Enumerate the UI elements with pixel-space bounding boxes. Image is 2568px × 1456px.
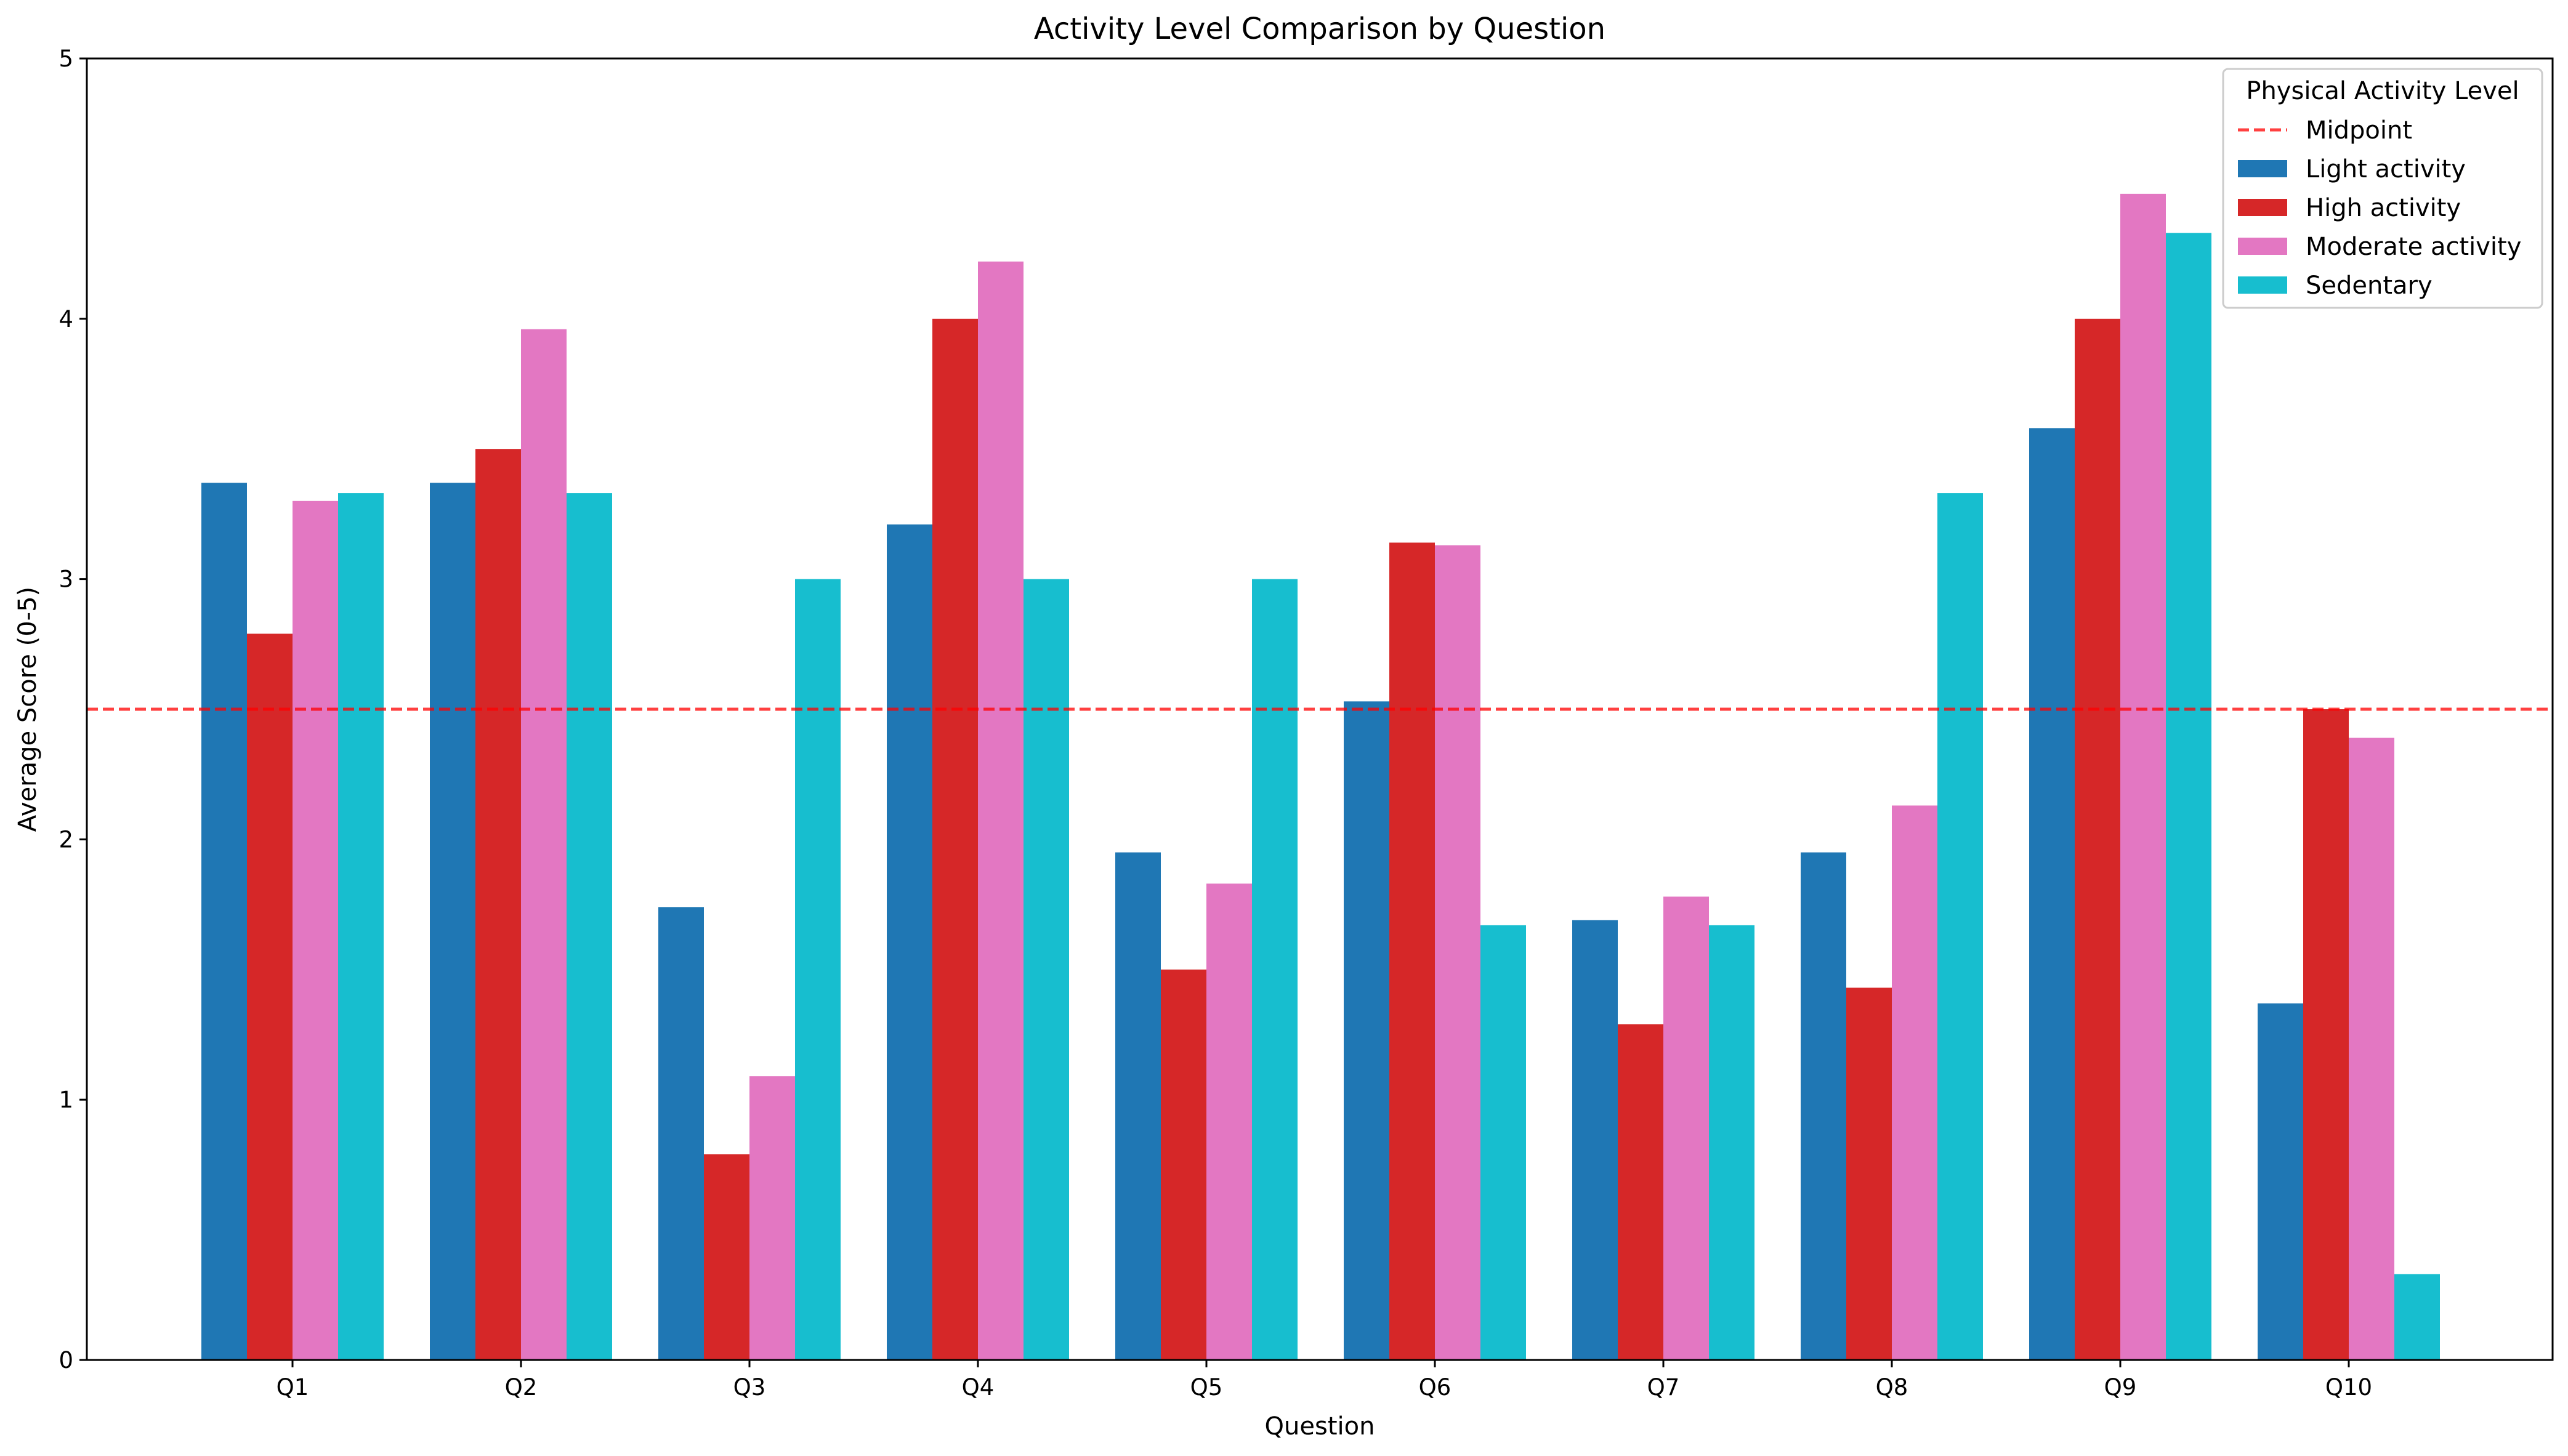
bar-light-activity-q4 bbox=[887, 524, 932, 1360]
bar-sedentary-q4 bbox=[1024, 579, 1069, 1360]
bar-moderate-activity-q10 bbox=[2349, 738, 2394, 1360]
legend-label-light-activity: Light activity bbox=[2306, 155, 2466, 183]
bar-light-activity-q9 bbox=[2029, 428, 2075, 1360]
y-tick-label: 2 bbox=[59, 826, 73, 853]
x-tick-label-q4: Q4 bbox=[962, 1374, 995, 1401]
bar-high-activity-q3 bbox=[704, 1154, 749, 1360]
bar-high-activity-q4 bbox=[932, 318, 978, 1360]
bar-high-activity-q8 bbox=[1846, 987, 1892, 1360]
y-tick-label: 4 bbox=[59, 306, 73, 332]
x-axis: Q1 Q2 Q3 Q4 Q5 Q6 Q7 Q8 Q9 Q10 bbox=[277, 1360, 2372, 1401]
bars-layer bbox=[201, 193, 2440, 1361]
bar-high-activity-q7 bbox=[1618, 1024, 1663, 1360]
bar-light-activity-q8 bbox=[1801, 852, 1846, 1360]
bar-moderate-activity-q1 bbox=[293, 501, 338, 1360]
bar-light-activity-q2 bbox=[430, 483, 475, 1360]
y-tick-label: 5 bbox=[59, 46, 73, 72]
y-tick-label: 0 bbox=[59, 1347, 73, 1374]
bar-sedentary-q10 bbox=[2394, 1274, 2440, 1360]
y-axis: 0 1 2 3 4 5 bbox=[59, 46, 87, 1374]
bar-sedentary-q9 bbox=[2166, 233, 2211, 1360]
bar-moderate-activity-q9 bbox=[2120, 193, 2166, 1361]
bar-light-activity-q1 bbox=[201, 483, 247, 1360]
bar-sedentary-q6 bbox=[1480, 925, 1526, 1360]
bar-sedentary-q2 bbox=[567, 493, 612, 1361]
bar-moderate-activity-q4 bbox=[978, 261, 1024, 1361]
x-tick-label-q10: Q10 bbox=[2325, 1374, 2372, 1401]
x-tick-label-q7: Q7 bbox=[1647, 1374, 1680, 1401]
legend-label-moderate-activity: Moderate activity bbox=[2306, 233, 2521, 261]
bar-high-activity-q6 bbox=[1389, 542, 1435, 1361]
bar-high-activity-q1 bbox=[247, 633, 293, 1360]
legend-label-midpoint: Midpoint bbox=[2306, 116, 2412, 145]
x-tick-label-q2: Q2 bbox=[505, 1374, 538, 1401]
bar-sedentary-q1 bbox=[338, 493, 384, 1361]
chart-title: Activity Level Comparison by Question bbox=[1034, 12, 1605, 46]
x-axis-label: Question bbox=[1265, 1412, 1375, 1441]
bar-moderate-activity-q7 bbox=[1663, 896, 1709, 1360]
bar-high-activity-q10 bbox=[2303, 709, 2349, 1360]
bar-moderate-activity-q6 bbox=[1435, 545, 1480, 1360]
bar-light-activity-q10 bbox=[2258, 1003, 2303, 1360]
bar-light-activity-q5 bbox=[1115, 852, 1161, 1360]
bar-light-activity-q6 bbox=[1344, 701, 1389, 1360]
legend: Physical Activity Level Midpoint Light act… bbox=[2222, 68, 2543, 309]
y-tick-label: 3 bbox=[59, 566, 73, 593]
bar-light-activity-q3 bbox=[658, 907, 704, 1360]
x-tick-label-q8: Q8 bbox=[1876, 1374, 1908, 1401]
legend-label-sedentary: Sedentary bbox=[2306, 271, 2433, 300]
bar-high-activity-q2 bbox=[475, 449, 521, 1361]
bar-moderate-activity-q8 bbox=[1892, 805, 1937, 1360]
legend-box bbox=[2222, 68, 2543, 309]
bar-sedentary-q7 bbox=[1709, 925, 1754, 1360]
legend-swatch-light-activity bbox=[2238, 160, 2287, 177]
y-tick-label: 1 bbox=[59, 1087, 73, 1113]
bar-sedentary-q3 bbox=[795, 579, 841, 1360]
legend-title: Physical Activity Level bbox=[2246, 77, 2519, 105]
y-axis-label: Average Score (0-5) bbox=[14, 587, 42, 832]
legend-label-high-activity: High activity bbox=[2306, 194, 2461, 222]
x-tick-label-q6: Q6 bbox=[1419, 1374, 1452, 1401]
bar-light-activity-q7 bbox=[1572, 920, 1618, 1360]
x-tick-label-q1: Q1 bbox=[277, 1374, 309, 1401]
x-tick-label-q5: Q5 bbox=[1190, 1374, 1223, 1401]
bar-moderate-activity-q2 bbox=[521, 329, 567, 1361]
x-tick-label-q3: Q3 bbox=[733, 1374, 766, 1401]
legend-swatch-high-activity bbox=[2238, 199, 2287, 216]
plot-frame bbox=[86, 57, 2554, 1361]
bar-moderate-activity-q3 bbox=[749, 1076, 795, 1360]
legend-swatch-sedentary bbox=[2238, 276, 2287, 294]
x-tick-label-q9: Q9 bbox=[2104, 1374, 2137, 1401]
legend-swatch-moderate-activity bbox=[2238, 238, 2287, 255]
bar-high-activity-q9 bbox=[2075, 318, 2120, 1360]
bar-sedentary-q5 bbox=[1252, 579, 1298, 1360]
bar-sedentary-q8 bbox=[1937, 493, 1983, 1361]
bar-moderate-activity-q5 bbox=[1206, 883, 1252, 1360]
bar-high-activity-q5 bbox=[1161, 969, 1206, 1360]
